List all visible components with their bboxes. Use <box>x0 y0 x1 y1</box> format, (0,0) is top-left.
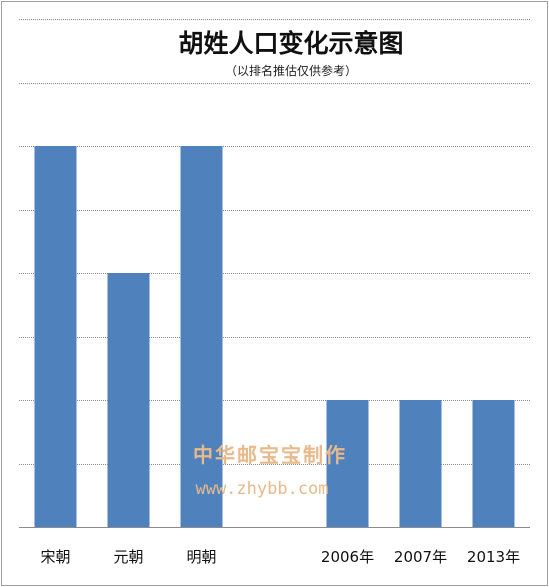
chart-subtitle: （以排名推估仅供参考） <box>225 63 357 78</box>
x-tick-label: 2013年 <box>467 548 520 566</box>
x-tick-label: 元朝 <box>113 548 143 566</box>
x-tick-label: 2006年 <box>321 548 374 566</box>
chart-title: 胡姓人口变化示意图 <box>178 29 403 58</box>
bar <box>472 400 515 527</box>
watermark-line2: www.zhybb.com <box>195 479 328 499</box>
bar <box>399 400 442 527</box>
x-tick-labels: 宋朝 元朝 明朝 2006年 2007年 2013年 <box>40 548 520 566</box>
bar <box>107 273 150 527</box>
bar <box>180 146 223 527</box>
bar <box>34 146 77 527</box>
x-tick-label: 宋朝 <box>40 548 70 566</box>
bar <box>326 400 369 527</box>
x-tick-label: 明朝 <box>186 548 216 566</box>
watermark-line1: 中华邮宝宝制作 <box>193 443 347 467</box>
x-tick-label: 2007年 <box>394 548 447 566</box>
gridlines <box>19 19 530 528</box>
bars <box>34 146 515 527</box>
